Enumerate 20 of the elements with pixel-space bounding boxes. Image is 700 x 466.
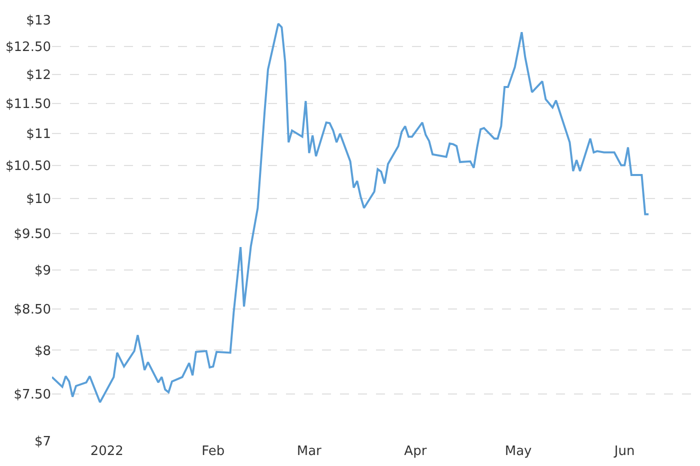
x-tick-label: Mar (296, 444, 322, 459)
x-tick-label: Jun (613, 444, 635, 459)
x-tick-label: 2022 (90, 444, 124, 459)
y-tick-label: $11.50 (6, 96, 51, 112)
line-series (52, 22, 650, 404)
y-tick-label: $10.50 (6, 158, 51, 174)
y-tick-label: $13 (26, 14, 51, 29)
y-tick-label: $7.50 (14, 388, 51, 403)
y-tick-label: $9.50 (14, 226, 51, 242)
y-tick-label: $12 (26, 68, 51, 83)
y-tick-label: $7 (34, 434, 51, 450)
x-tick-label: May (504, 444, 532, 459)
x-tick-label: Feb (202, 444, 225, 459)
y-tick-label: $11 (26, 127, 51, 142)
y-tick-label: $8 (34, 344, 51, 359)
x-tick-label: Apr (404, 444, 428, 459)
y-tick-label: $10 (26, 192, 51, 207)
y-tick-label: $12.50 (6, 40, 51, 56)
y-tick-label: $8.50 (14, 302, 51, 318)
y-tick-label: $9 (34, 264, 51, 279)
